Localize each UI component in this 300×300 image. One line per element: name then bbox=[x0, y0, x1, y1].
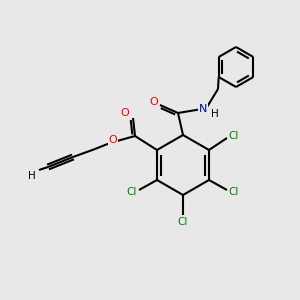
Text: O: O bbox=[150, 97, 158, 107]
Text: Cl: Cl bbox=[229, 187, 239, 197]
Text: H: H bbox=[211, 109, 219, 119]
Text: Cl: Cl bbox=[178, 217, 188, 227]
Text: N: N bbox=[199, 104, 207, 114]
Text: Cl: Cl bbox=[229, 131, 239, 141]
Text: H: H bbox=[28, 171, 36, 181]
Text: O: O bbox=[121, 108, 129, 118]
Text: Cl: Cl bbox=[127, 187, 137, 197]
Text: O: O bbox=[109, 135, 117, 145]
